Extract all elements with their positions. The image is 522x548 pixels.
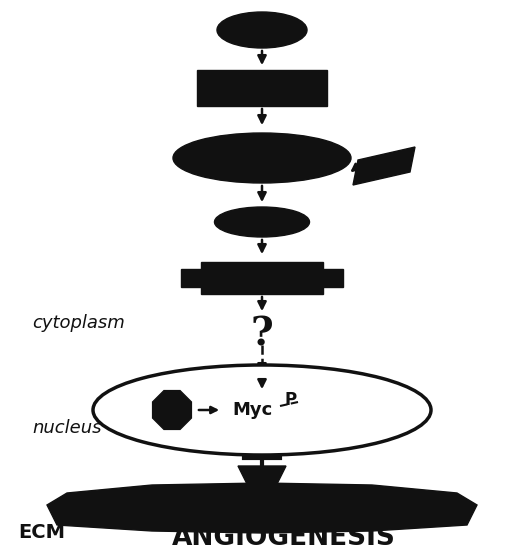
Text: ECM: ECM bbox=[18, 522, 65, 541]
Polygon shape bbox=[238, 466, 286, 492]
Text: Myc: Myc bbox=[233, 401, 273, 419]
Ellipse shape bbox=[215, 207, 310, 237]
Ellipse shape bbox=[173, 133, 351, 183]
Text: P: P bbox=[284, 391, 296, 409]
Bar bbox=[201, 262, 323, 294]
Ellipse shape bbox=[93, 365, 431, 455]
Bar bbox=[323, 269, 343, 287]
Bar bbox=[197, 70, 327, 106]
Polygon shape bbox=[152, 391, 192, 430]
Ellipse shape bbox=[217, 12, 307, 48]
Text: nucleus: nucleus bbox=[32, 419, 101, 437]
Polygon shape bbox=[353, 147, 415, 185]
Bar bbox=[181, 269, 201, 287]
Text: ANGIOGENESIS: ANGIOGENESIS bbox=[172, 525, 396, 548]
Text: ?: ? bbox=[251, 315, 274, 353]
Polygon shape bbox=[47, 483, 477, 533]
Text: cytoplasm: cytoplasm bbox=[32, 314, 125, 332]
